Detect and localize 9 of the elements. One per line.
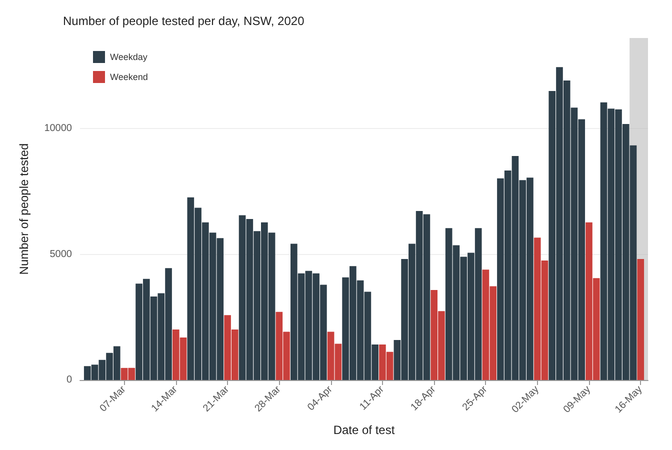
y-axis-title: Number of people tested: [17, 143, 31, 275]
bar: [637, 259, 644, 380]
chart-title: Number of people tested per day, NSW, 2020: [63, 14, 305, 28]
y-tick-label: 10000: [44, 123, 72, 134]
y-tick-label: 5000: [50, 248, 72, 260]
legend-label: Weekday: [110, 52, 148, 62]
x-axis-title: Date of test: [333, 423, 396, 437]
y-tick-label: 0: [66, 374, 72, 386]
legend-label: Weekend: [110, 72, 148, 82]
